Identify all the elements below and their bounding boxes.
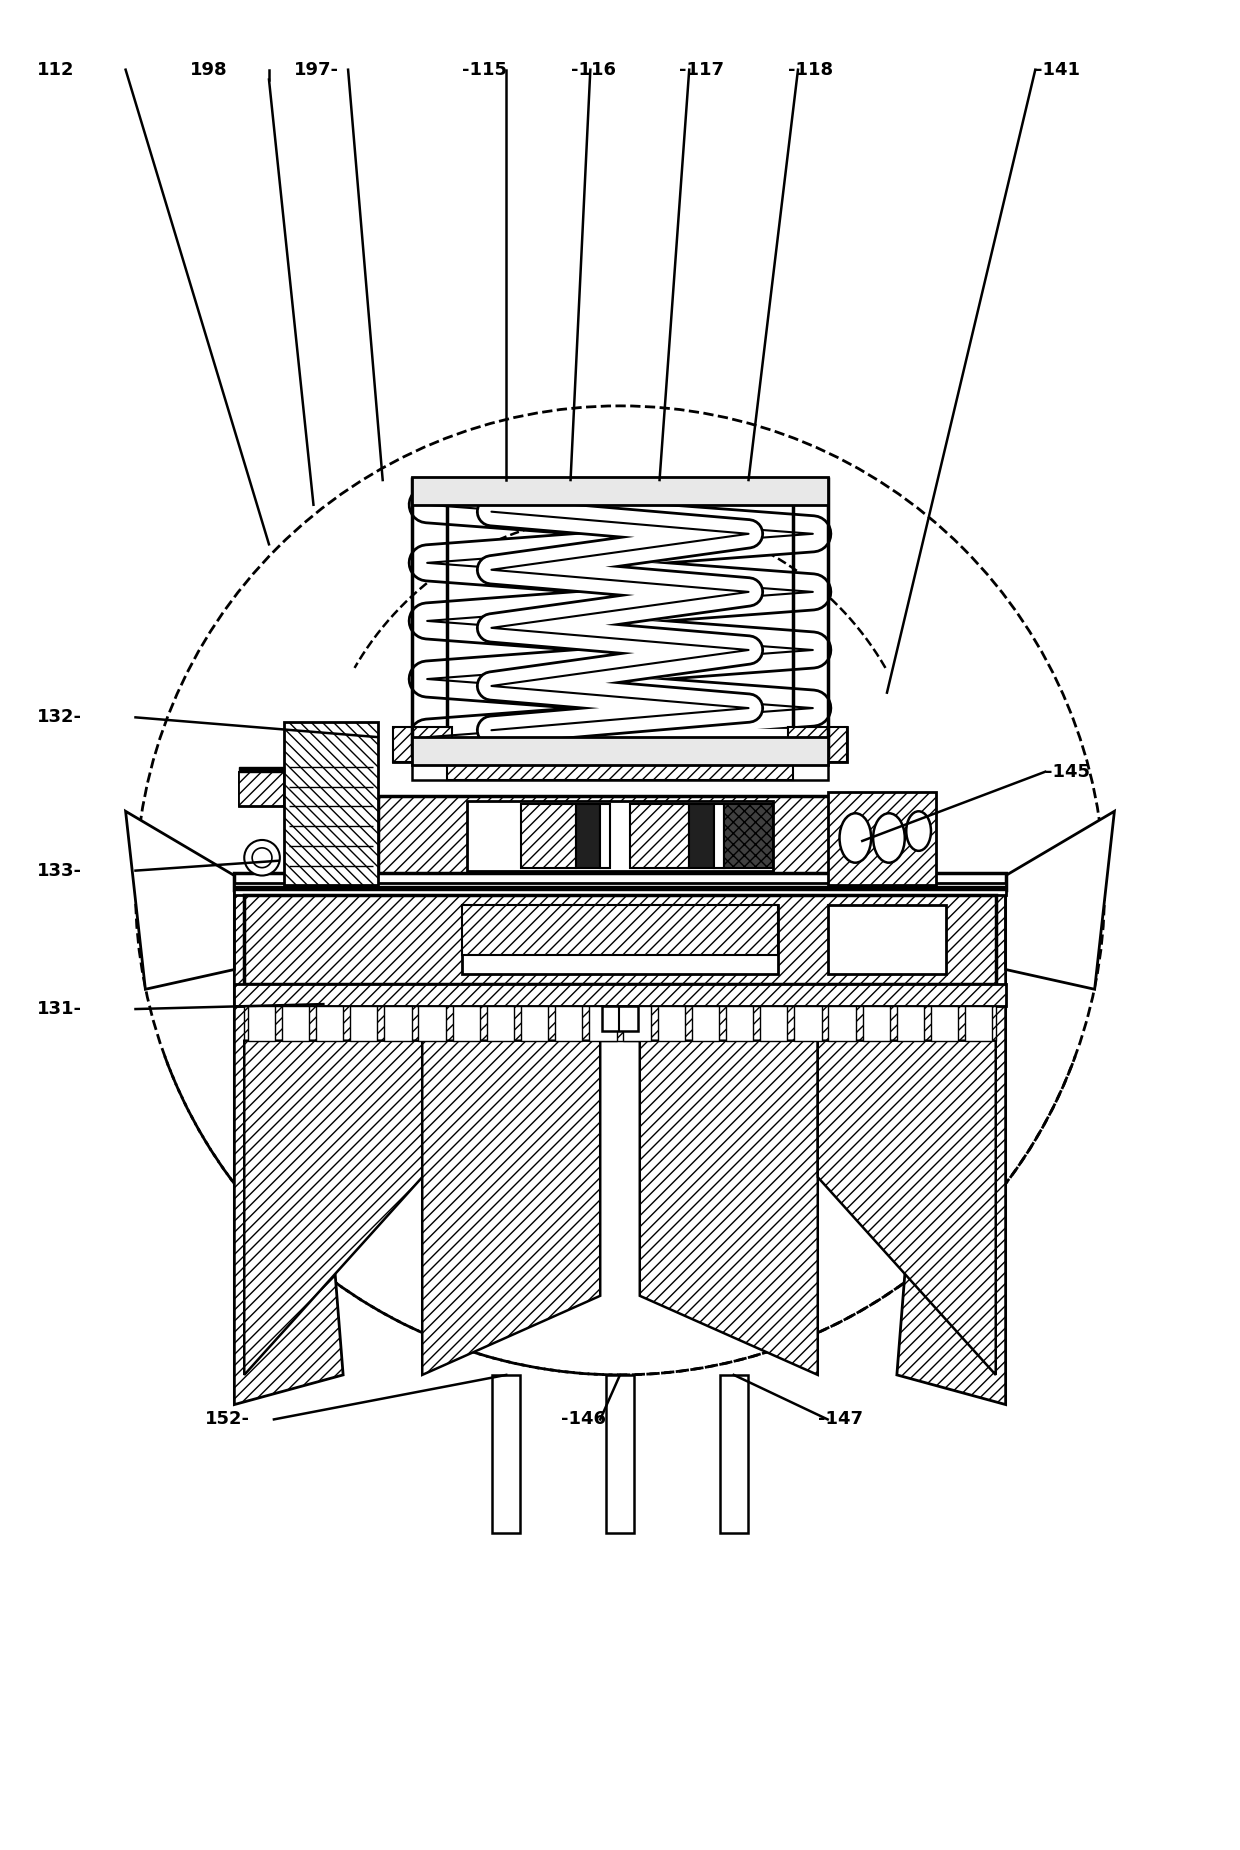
Polygon shape [125, 812, 234, 990]
Polygon shape [248, 1006, 275, 1042]
Bar [720, 1375, 748, 1534]
Polygon shape [828, 1006, 856, 1042]
Text: 133-: 133- [37, 862, 82, 879]
Bar [234, 884, 1006, 895]
Circle shape [244, 840, 280, 875]
Text: -117: -117 [680, 61, 724, 80]
Text: 152-: 152- [205, 1410, 249, 1428]
Polygon shape [423, 1042, 600, 1375]
Bar [393, 727, 451, 762]
Text: -145: -145 [1045, 762, 1090, 781]
Polygon shape [281, 1006, 309, 1042]
Bar [284, 722, 378, 886]
Bar [521, 805, 575, 868]
Polygon shape [692, 1006, 719, 1042]
Bar [234, 886, 1006, 890]
Polygon shape [487, 1006, 515, 1042]
Polygon shape [556, 1006, 583, 1042]
Bar [789, 727, 847, 762]
Text: 197-: 197- [294, 61, 339, 80]
Polygon shape [453, 1006, 480, 1042]
Polygon shape [760, 1006, 787, 1042]
Polygon shape [657, 1006, 684, 1042]
Polygon shape [244, 1042, 423, 1375]
Bar [630, 805, 689, 868]
Ellipse shape [873, 814, 905, 862]
Text: -147: -147 [817, 1410, 863, 1428]
Bar [393, 727, 847, 762]
Polygon shape [640, 1042, 817, 1375]
Polygon shape [234, 875, 343, 1404]
Bar [413, 477, 827, 505]
Polygon shape [1006, 812, 1115, 990]
Bar [234, 984, 1006, 1006]
Bar [827, 905, 946, 975]
Bar [466, 801, 774, 871]
Text: 112: 112 [37, 61, 74, 80]
Polygon shape [350, 1006, 377, 1042]
Bar [234, 873, 1006, 890]
Polygon shape [897, 875, 1006, 1404]
Bar [413, 762, 827, 779]
Polygon shape [521, 1006, 548, 1042]
Bar [446, 762, 794, 779]
Polygon shape [794, 1006, 822, 1042]
Polygon shape [384, 1006, 412, 1042]
Text: 132-: 132- [37, 709, 82, 727]
Text: -118: -118 [789, 61, 833, 80]
Bar [603, 1006, 637, 1030]
Text: -115: -115 [461, 61, 507, 80]
Polygon shape [316, 1006, 343, 1042]
Bar [600, 805, 610, 868]
Bar [378, 797, 862, 875]
Polygon shape [863, 1006, 890, 1042]
Polygon shape [965, 1006, 992, 1042]
Text: 131-: 131- [37, 1001, 82, 1018]
Text: -146: -146 [560, 1410, 605, 1428]
Bar [413, 736, 827, 764]
Text: -116: -116 [570, 61, 615, 80]
Bar [827, 792, 936, 886]
Bar [492, 1375, 520, 1534]
Bar [244, 1006, 996, 1042]
Text: 198: 198 [190, 61, 227, 80]
Circle shape [252, 847, 272, 868]
Bar [714, 805, 724, 868]
Bar [606, 1375, 634, 1534]
Polygon shape [624, 1006, 651, 1042]
Polygon shape [817, 1042, 996, 1375]
Bar [239, 771, 284, 807]
Bar [724, 805, 774, 868]
Ellipse shape [906, 812, 931, 851]
Polygon shape [931, 1006, 959, 1042]
Polygon shape [725, 1006, 753, 1042]
Bar [239, 766, 284, 771]
Polygon shape [589, 1006, 616, 1042]
Bar [689, 805, 714, 868]
Polygon shape [418, 1006, 446, 1042]
Bar [575, 805, 600, 868]
Bar [461, 905, 779, 955]
Bar [239, 771, 284, 807]
Ellipse shape [839, 814, 872, 862]
Bar [461, 905, 779, 975]
Polygon shape [897, 1006, 924, 1042]
Bar [244, 895, 996, 984]
Text: -141: -141 [1035, 61, 1080, 80]
